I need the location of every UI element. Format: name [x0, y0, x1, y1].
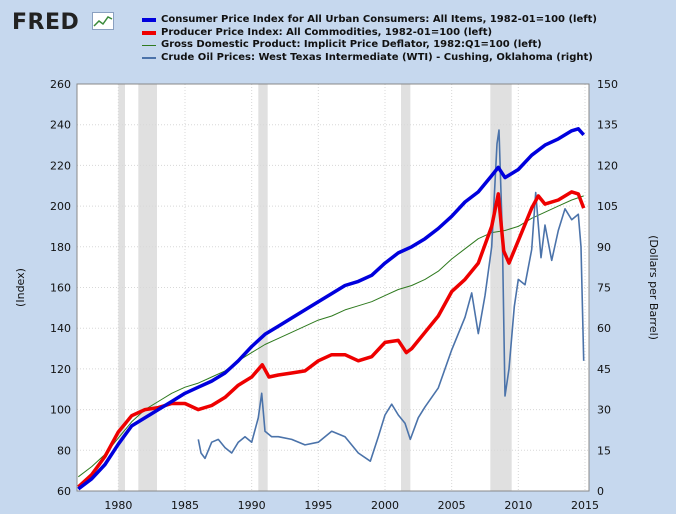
legend-label: Gross Domestic Product: Implicit Price D… — [161, 39, 542, 50]
legend-swatch — [142, 56, 156, 59]
recession-band — [138, 84, 157, 491]
y-tick-left: 240 — [50, 119, 71, 132]
series-line-wti — [197, 129, 585, 463]
x-tick: 1985 — [171, 499, 199, 512]
line-chart-icon — [92, 12, 114, 30]
y-tick-right: 120 — [597, 159, 618, 172]
x-tick: 1995 — [304, 499, 332, 512]
series-line-cpi — [77, 127, 586, 491]
recession-band — [118, 84, 125, 491]
y-tick-right: 15 — [597, 444, 611, 457]
y-tick-left: 200 — [50, 200, 71, 213]
legend-item-2: Gross Domestic Product: Implicit Price D… — [142, 39, 597, 52]
legend-swatch — [142, 44, 156, 46]
y-tick-right: 75 — [597, 282, 611, 295]
x-tick: 1980 — [104, 499, 132, 512]
y-axis-label-left: (Index) — [14, 268, 27, 307]
legend-item-0: Consumer Price Index for All Urban Consu… — [142, 14, 597, 27]
x-tick: 2000 — [371, 499, 399, 512]
y-tick-right: 150 — [597, 78, 618, 91]
legend-label: Crude Oil Prices: West Texas Intermediat… — [161, 51, 593, 63]
fred-logo: FRED — [12, 10, 80, 35]
legend-swatch — [142, 30, 156, 35]
y-tick-left: 140 — [50, 322, 71, 335]
legend-item-1: Producer Price Index: All Commodities, 1… — [142, 27, 597, 40]
y-tick-left: 80 — [57, 444, 71, 457]
legend: Consumer Price Index for All Urban Consu… — [142, 14, 597, 64]
series-line-ppi — [77, 190, 586, 489]
y-axis-label-right: (Dollars per Barrel) — [647, 235, 660, 340]
x-tick: 2005 — [438, 499, 466, 512]
legend-label: Consumer Price Index for All Urban Consu… — [161, 14, 597, 25]
x-tick: 2010 — [504, 499, 532, 512]
legend-item-3: Crude Oil Prices: West Texas Intermediat… — [142, 52, 597, 65]
y-tick-left: 260 — [50, 78, 71, 91]
legend-label: Producer Price Index: All Commodities, 1… — [161, 26, 493, 38]
x-tick: 1990 — [238, 499, 266, 512]
y-tick-left: 220 — [50, 159, 71, 172]
y-tick-right: 90 — [597, 241, 611, 254]
y-tick-left: 120 — [50, 363, 71, 376]
y-tick-left: 180 — [50, 241, 71, 254]
y-tick-right: 30 — [597, 404, 611, 417]
y-tick-right: 105 — [597, 200, 618, 213]
y-tick-right: 0 — [597, 485, 604, 498]
y-tick-left: 160 — [50, 282, 71, 295]
plot-border — [76, 83, 590, 492]
y-tick-left: 60 — [57, 485, 71, 498]
y-tick-right: 45 — [597, 363, 611, 376]
y-tick-left: 100 — [50, 404, 71, 417]
y-tick-right: 135 — [597, 119, 618, 132]
legend-swatch — [142, 18, 156, 23]
x-tick: 2015 — [571, 499, 599, 512]
y-tick-right: 60 — [597, 322, 611, 335]
